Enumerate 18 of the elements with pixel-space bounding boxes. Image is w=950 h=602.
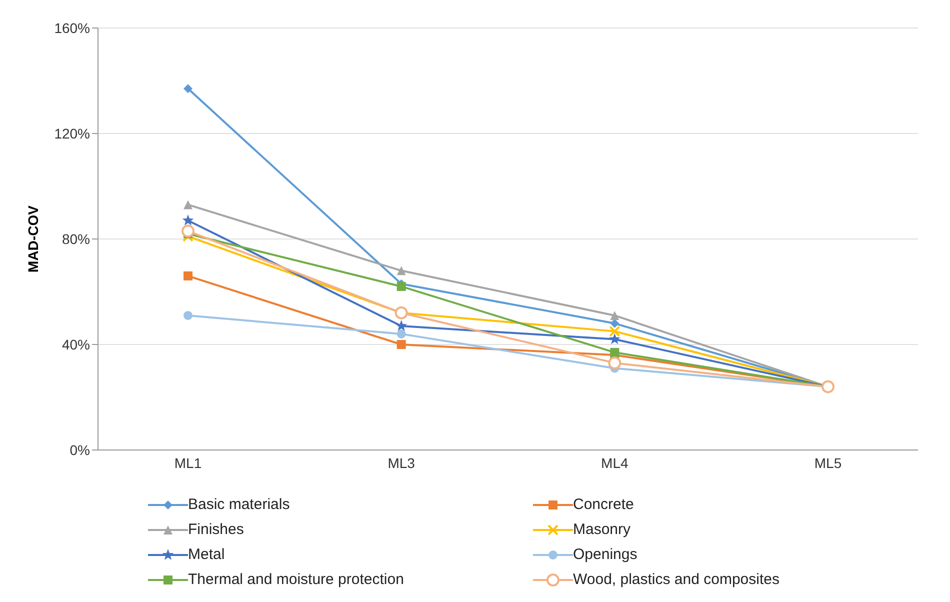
legend-label: Basic materials [188, 496, 290, 513]
legend-label: Finishes [188, 521, 244, 538]
x-tick-label: ML3 [388, 454, 416, 471]
x-tick-label: ML4 [601, 454, 628, 471]
y-tick-label: 0% [70, 442, 90, 458]
x-tick-label: ML5 [814, 454, 842, 471]
legend-label: Openings [573, 546, 638, 563]
y-tick-label: 80% [62, 230, 90, 247]
legend-label: Concrete [573, 496, 634, 513]
x-tick-label: ML1 [174, 454, 202, 471]
y-axis-title: MAD-COV [24, 204, 41, 272]
legend-label: Metal [188, 546, 225, 563]
y-tick-label: 40% [62, 336, 90, 352]
legend-label: Wood, plastics and composites [573, 571, 780, 588]
legend-label: Masonry [573, 521, 631, 538]
y-tick-label: 160% [54, 20, 90, 36]
legend-label: Thermal and moisture protection [188, 571, 404, 588]
y-tick-label: 120% [54, 125, 90, 142]
